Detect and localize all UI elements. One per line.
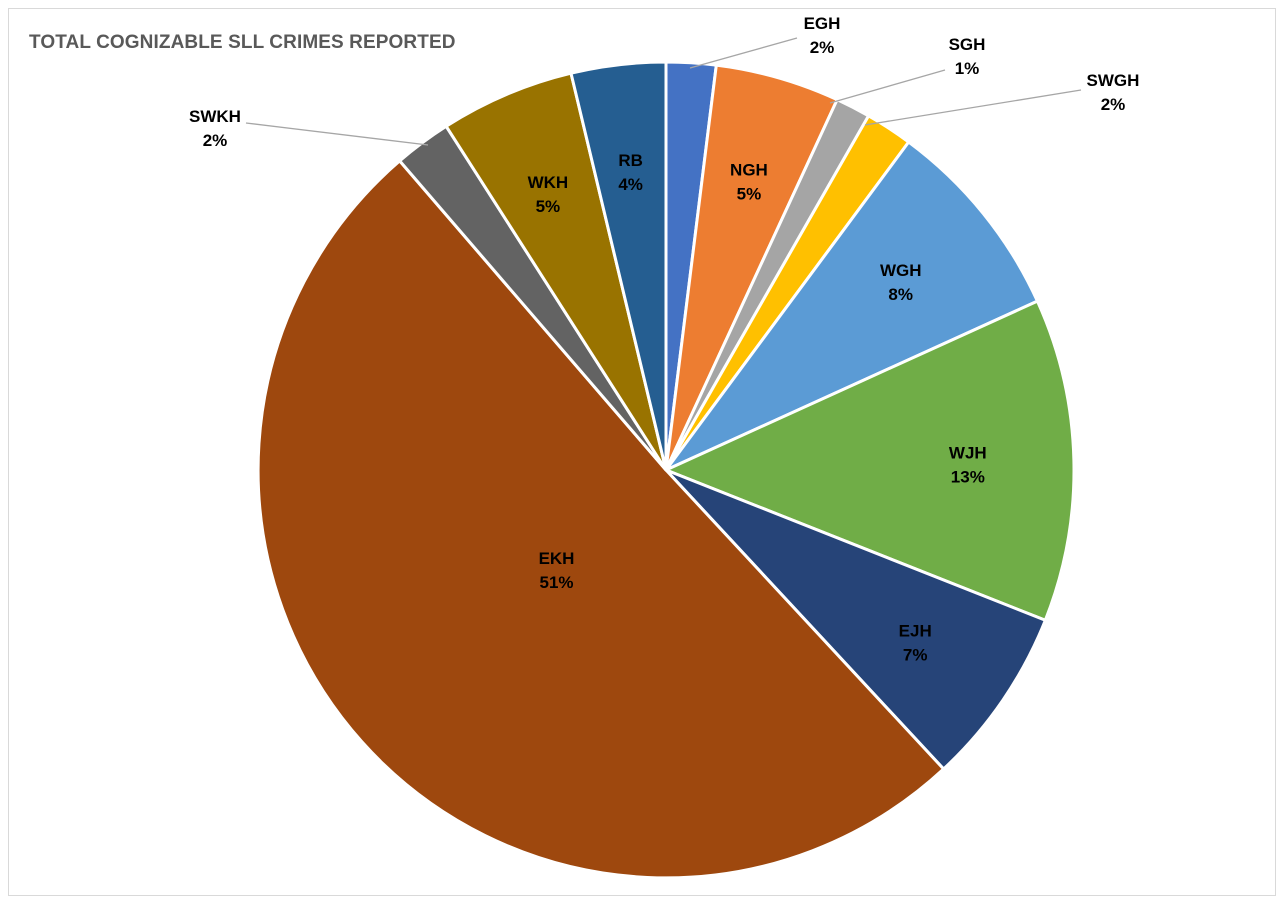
data-label-percent-swkh: 2% bbox=[203, 131, 228, 150]
data-label-percent-egh: 2% bbox=[810, 38, 835, 57]
data-label-sgh: SGH 1% bbox=[829, 35, 986, 104]
data-label-rb: RB 4% bbox=[618, 151, 643, 194]
pie-slice-rb bbox=[569, 60, 668, 472]
data-label-name-ekh: EKH bbox=[539, 549, 575, 568]
data-label-percent-ejh: 7% bbox=[903, 645, 928, 664]
data-label-percent-ekh: 51% bbox=[540, 573, 574, 592]
data-label-name-swgh: SWGH bbox=[1087, 71, 1140, 90]
chart-title: TOTAL COGNIZABLE SLL CRIMES REPORTED bbox=[29, 32, 456, 53]
data-label-name-ngh: NGH bbox=[730, 161, 768, 180]
pie-slice-wgh bbox=[664, 140, 1039, 472]
data-label-name-rb: RB bbox=[618, 151, 643, 170]
data-label-percent-wjh: 13% bbox=[951, 468, 985, 487]
data-label-wgh: WGH 8% bbox=[880, 261, 922, 304]
data-label-percent-wkh: 5% bbox=[536, 197, 561, 216]
data-label-ejh: EJH 7% bbox=[899, 621, 932, 664]
data-label-swgh: SWGH 2% bbox=[864, 71, 1140, 126]
data-label-name-wkh: WKH bbox=[528, 173, 569, 192]
leader-line-egh bbox=[689, 37, 798, 69]
data-label-egh: EGH 2% bbox=[689, 14, 841, 69]
data-label-name-sgh: SGH bbox=[949, 35, 986, 54]
leader-line-swgh bbox=[864, 89, 1082, 126]
pie-slice-ejh bbox=[664, 468, 1047, 771]
pie-slice-wkh bbox=[444, 71, 668, 472]
data-label-name-wgh: WGH bbox=[880, 261, 922, 280]
data-label-percent-ngh: 5% bbox=[737, 185, 762, 204]
data-label-ekh: EKH 51% bbox=[539, 549, 575, 592]
data-label-percent-sgh: 1% bbox=[955, 59, 980, 78]
pie-slice-ekh bbox=[256, 159, 946, 880]
pie-slices bbox=[256, 60, 1076, 880]
data-label-name-swkh: SWKH bbox=[189, 107, 241, 126]
pie-slice-wjh bbox=[664, 299, 1076, 622]
leader-line-sgh bbox=[829, 69, 946, 104]
data-label-name-ejh: EJH bbox=[899, 621, 932, 640]
data-label-wkh: WKH 5% bbox=[528, 173, 569, 216]
data-label-name-egh: EGH bbox=[804, 14, 841, 33]
data-label-name-wjh: WJH bbox=[949, 444, 987, 463]
data-label-wjh: WJH 13% bbox=[949, 444, 987, 487]
data-label-swkh: SWKH 2% bbox=[189, 107, 429, 150]
data-label-percent-swgh: 2% bbox=[1101, 95, 1126, 114]
data-label-percent-wgh: 8% bbox=[888, 285, 913, 304]
leader-line-swkh bbox=[245, 122, 429, 146]
data-label-ngh: NGH 5% bbox=[730, 161, 768, 204]
data-label-percent-rb: 4% bbox=[618, 175, 643, 194]
data-labels: EGH 2% NGH 5% SGH 1% SWGH 2% WGH 8% WJH 13% EJH 7% EKH… bbox=[189, 14, 1139, 664]
